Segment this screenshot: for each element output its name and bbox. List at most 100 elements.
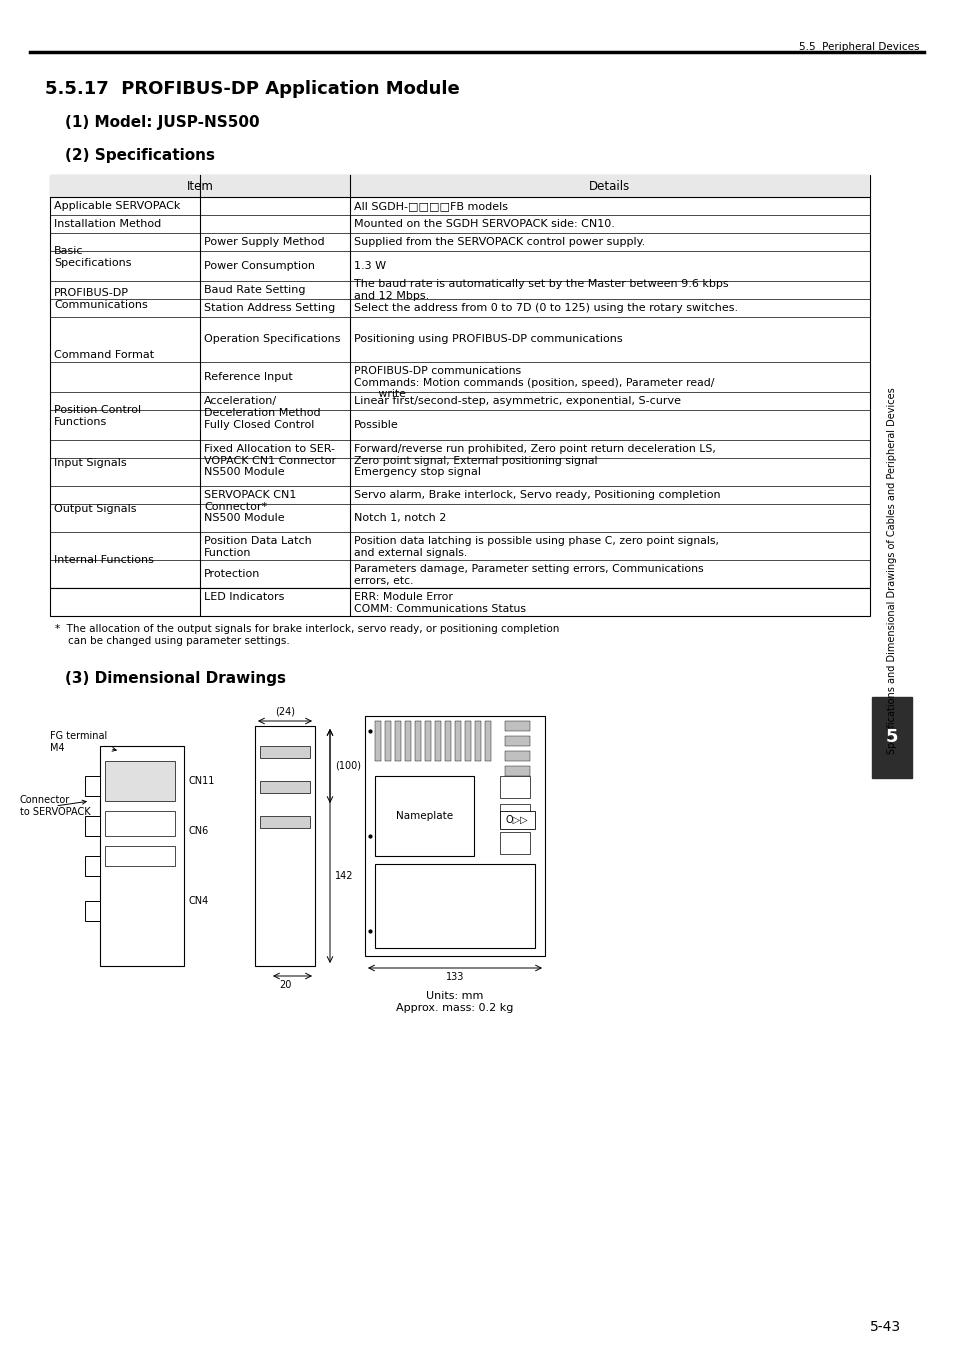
Text: Specifications and Dimensional Drawings of Cables and Peripheral Devices: Specifications and Dimensional Drawings …	[886, 387, 896, 755]
Text: 5-43: 5-43	[869, 1320, 901, 1334]
Bar	[100, 747, 184, 967]
Text: Emergency stop signal: Emergency stop signal	[354, 467, 480, 477]
Bar	[375, 864, 535, 948]
Text: FG terminal
M4: FG terminal M4	[50, 730, 116, 752]
Text: (24): (24)	[274, 706, 294, 716]
Text: Units: mm
Approx. mass: 0.2 kg: Units: mm Approx. mass: 0.2 kg	[395, 991, 513, 1012]
Bar	[504, 736, 530, 747]
Bar	[455, 721, 460, 761]
Bar	[260, 747, 310, 757]
Text: CN6: CN6	[189, 826, 209, 836]
Text: Output Signals: Output Signals	[54, 504, 136, 514]
Text: O▷▷: O▷▷	[505, 815, 528, 825]
Text: *  The allocation of the output signals for brake interlock, servo ready, or pos: * The allocation of the output signals f…	[55, 624, 558, 645]
Text: Basic
Specifications: Basic Specifications	[54, 246, 132, 267]
Text: Input Signals: Input Signals	[54, 458, 127, 468]
Bar	[260, 815, 310, 828]
Bar	[484, 721, 491, 761]
Text: 133: 133	[445, 972, 464, 981]
Text: Fully Closed Control: Fully Closed Control	[204, 420, 314, 431]
Text: 5: 5	[884, 729, 898, 747]
Bar	[499, 776, 530, 798]
Text: Notch 1, notch 2: Notch 1, notch 2	[354, 513, 446, 522]
Text: Reference Input: Reference Input	[204, 373, 293, 382]
Bar	[85, 815, 100, 836]
Text: Nameplate: Nameplate	[395, 811, 453, 821]
Text: Operation Specifications: Operation Specifications	[204, 335, 340, 344]
Bar	[365, 716, 544, 956]
Bar	[85, 900, 100, 921]
Text: Position data latching is possible using phase C, zero point signals,
and extern: Position data latching is possible using…	[354, 536, 719, 558]
Bar	[499, 811, 535, 829]
Text: Parameters damage, Parameter setting errors, Communications
errors, etc.: Parameters damage, Parameter setting err…	[354, 564, 703, 586]
Bar	[375, 776, 474, 856]
Text: NS500 Module: NS500 Module	[204, 513, 284, 522]
Text: (3) Dimensional Drawings: (3) Dimensional Drawings	[65, 671, 286, 686]
Text: Supplied from the SERVOPACK control power supply.: Supplied from the SERVOPACK control powe…	[354, 238, 644, 247]
Text: 142: 142	[335, 871, 354, 882]
Text: Baud Rate Setting: Baud Rate Setting	[204, 285, 305, 296]
Bar	[405, 721, 411, 761]
Text: Fixed Allocation to SER-
VOPACK CN1 Connector: Fixed Allocation to SER- VOPACK CN1 Conn…	[204, 444, 335, 466]
Bar	[385, 721, 391, 761]
Text: (1) Model: JUSP-NS500: (1) Model: JUSP-NS500	[65, 115, 259, 130]
Text: 5.5  Peripheral Devices: 5.5 Peripheral Devices	[799, 42, 919, 53]
Bar	[85, 776, 100, 796]
Bar	[395, 721, 400, 761]
Text: (100): (100)	[335, 761, 360, 771]
Bar	[105, 846, 174, 865]
Bar	[50, 176, 869, 589]
Text: Select the address from 0 to 7D (0 to 125) using the rotary switches.: Select the address from 0 to 7D (0 to 12…	[354, 302, 738, 313]
Text: Connector
to SERVOPACK: Connector to SERVOPACK	[20, 795, 91, 817]
Bar	[50, 589, 869, 616]
Text: CN4: CN4	[189, 896, 209, 906]
Bar	[415, 721, 420, 761]
Text: Power Consumption: Power Consumption	[204, 261, 314, 271]
Bar	[105, 761, 174, 801]
Bar	[375, 721, 380, 761]
Bar	[85, 856, 100, 876]
Bar	[464, 721, 471, 761]
Text: Mounted on the SGDH SERVOPACK side: CN10.: Mounted on the SGDH SERVOPACK side: CN10…	[354, 219, 615, 230]
Bar	[254, 726, 314, 967]
Text: Installation Method: Installation Method	[54, 219, 161, 230]
Text: Item: Item	[187, 180, 213, 193]
Text: 5.5.17  PROFIBUS-DP Application Module: 5.5.17 PROFIBUS-DP Application Module	[45, 80, 459, 99]
Bar	[424, 721, 431, 761]
Text: Position Data Latch
Function: Position Data Latch Function	[204, 536, 312, 558]
Text: Acceleration/
Deceleration Method: Acceleration/ Deceleration Method	[204, 396, 320, 417]
Text: Internal Functions: Internal Functions	[54, 555, 153, 566]
Text: NS500 Module: NS500 Module	[204, 467, 284, 477]
Bar	[504, 765, 530, 776]
Text: Positioning using PROFIBUS-DP communications: Positioning using PROFIBUS-DP communicat…	[354, 335, 622, 344]
Text: Linear first/second-step, asymmetric, exponential, S-curve: Linear first/second-step, asymmetric, ex…	[354, 396, 680, 406]
Text: Possible: Possible	[354, 420, 398, 431]
Bar	[504, 721, 530, 730]
Text: 20: 20	[278, 980, 291, 990]
Text: Details: Details	[589, 180, 630, 193]
Text: Protection: Protection	[204, 568, 260, 579]
Text: All SGDH-□□□□FB models: All SGDH-□□□□FB models	[354, 201, 507, 211]
Text: PROFIBUS-DP
Communications: PROFIBUS-DP Communications	[54, 288, 148, 309]
Bar	[444, 721, 451, 761]
Bar	[499, 832, 530, 855]
Text: LED Indicators: LED Indicators	[204, 593, 284, 602]
Text: Power Supply Method: Power Supply Method	[204, 238, 324, 247]
Text: Station Address Setting: Station Address Setting	[204, 302, 335, 313]
Text: Applicable SERVOPACk: Applicable SERVOPACk	[54, 201, 180, 211]
Bar	[350, 176, 869, 197]
Text: CN11: CN11	[189, 776, 215, 786]
Text: SERVOPACK CN1
Connector*: SERVOPACK CN1 Connector*	[204, 490, 296, 512]
Bar	[50, 176, 350, 197]
Text: (2) Specifications: (2) Specifications	[65, 148, 214, 163]
Text: Servo alarm, Brake interlock, Servo ready, Positioning completion: Servo alarm, Brake interlock, Servo read…	[354, 490, 720, 500]
Text: Command Format: Command Format	[54, 350, 154, 359]
Bar	[435, 721, 440, 761]
Text: Forward/reverse run prohibited, Zero point return deceleration LS,
Zero point si: Forward/reverse run prohibited, Zero poi…	[354, 444, 715, 466]
Text: PROFIBUS-DP communications
Commands: Motion commands (position, speed), Paramete: PROFIBUS-DP communications Commands: Mot…	[354, 366, 714, 400]
Bar	[475, 721, 480, 761]
Text: Position Control
Functions: Position Control Functions	[54, 405, 141, 427]
Bar	[504, 751, 530, 761]
FancyBboxPatch shape	[871, 697, 911, 778]
Text: 1.3 W: 1.3 W	[354, 261, 386, 271]
